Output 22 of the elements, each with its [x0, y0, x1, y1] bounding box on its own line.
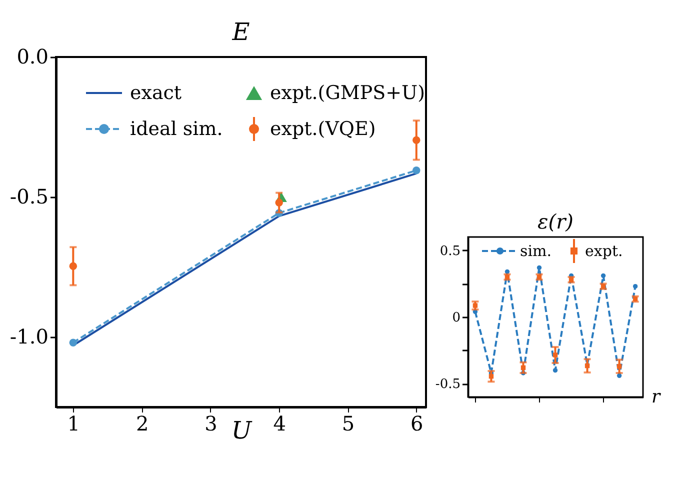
y-tick-label: -0.5: [10, 184, 48, 208]
x-tick-label: 1: [67, 412, 80, 436]
x-tick-label: 2: [136, 412, 149, 436]
y-tick-label: -1.0: [10, 324, 48, 348]
x-axis-title: U: [231, 416, 252, 444]
x-tick-label: 3: [204, 412, 218, 436]
x-axis-title: r: [652, 386, 662, 408]
legend-label: expt.(GMPS+U): [270, 82, 425, 104]
chart-title: ε(r): [538, 209, 574, 234]
legend-label: exact: [130, 82, 182, 104]
legend-label: expt.(VQE): [270, 118, 376, 140]
y-tick-label: 0.5: [440, 244, 460, 259]
legend-label: sim.: [520, 242, 552, 260]
y-tick-label: 0: [452, 310, 460, 326]
y-tick-label: -0.5: [435, 377, 460, 392]
x-tick-label: 5: [342, 412, 355, 436]
x-tick-label: 4: [273, 412, 286, 436]
legend-label: expt.: [585, 242, 623, 260]
chart-title: E: [231, 18, 250, 46]
y-tick-label: 0.0: [16, 44, 48, 68]
legend-label: ideal sim.: [130, 118, 223, 140]
x-tick-label: 6: [410, 412, 424, 436]
